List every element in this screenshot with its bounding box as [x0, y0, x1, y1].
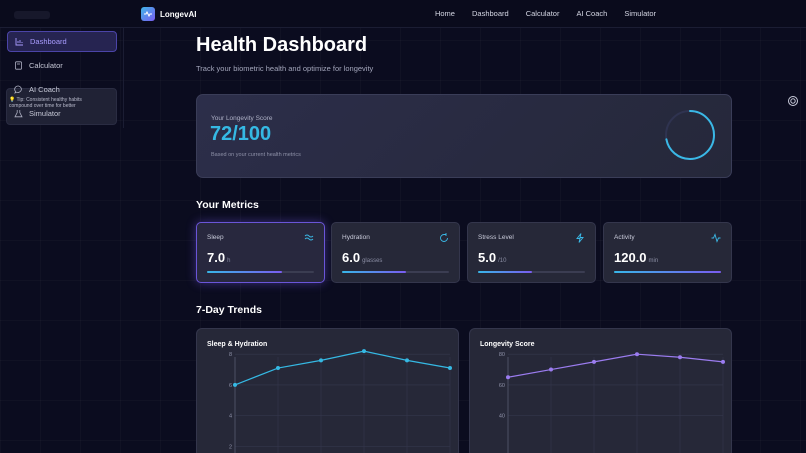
chart-card-sleep-hydration: Sleep & Hydration 8 6 4 2: [196, 328, 459, 453]
nav-link-home[interactable]: Home: [434, 9, 455, 18]
longevity-score-chart: 80 60 40: [499, 352, 725, 453]
metric-card-hydration[interactable]: Hydration 6.0 glasses: [331, 222, 460, 283]
chat-bubble-icon: [14, 85, 23, 94]
score-progress-arc: [665, 110, 715, 160]
data-point: [362, 349, 366, 354]
metric-progress-track: [207, 271, 314, 273]
metric-value-row: 7.0 h: [207, 250, 230, 265]
data-point: [405, 358, 409, 363]
metric-progress-fill: [614, 271, 721, 273]
brand-name: LongevAI: [160, 9, 197, 19]
sidebar-item-label: Simulator: [29, 109, 61, 118]
metric-label: Sleep: [207, 234, 224, 241]
page-title: Health Dashboard: [196, 34, 368, 56]
data-point: [635, 352, 639, 357]
metric-card-stress[interactable]: Stress Level 5.0/10: [467, 222, 596, 283]
sidebar-tip: 💡 Tip: Consistent healthy habits compoun…: [9, 97, 82, 110]
y-tick-label: 8: [229, 352, 232, 358]
score-label: Your Longevity Score: [211, 115, 273, 122]
brand-logo-icon: [141, 7, 155, 21]
score-note: Based on your current health metrics: [211, 152, 301, 158]
data-point: [276, 366, 280, 371]
sleep-waves-icon: [304, 234, 314, 241]
data-point: [506, 375, 510, 380]
series-line: [507, 353, 724, 378]
nav-link-calculator[interactable]: Calculator: [525, 9, 560, 18]
sidebar-item-simulator[interactable]: Simulator: [7, 103, 117, 124]
metric-value: 120.0: [614, 250, 647, 265]
metric-label: Hydration: [342, 234, 370, 241]
sidebar-item-label: Dashboard: [30, 37, 67, 46]
metric-card-sleep[interactable]: Sleep 7.0 h: [196, 222, 325, 283]
metric-value-row: 120.0 min: [614, 250, 658, 265]
chart-title: Sleep & Hydration: [207, 341, 268, 348]
page-subtitle: Track your biometric health and optimize…: [196, 64, 374, 73]
activity-pulse-icon: [711, 233, 721, 243]
lightning-icon: [576, 233, 584, 243]
metric-value: 6.0: [342, 250, 361, 265]
metric-progress-track: [614, 271, 721, 273]
metric-unit: h: [227, 258, 231, 264]
data-point: [233, 382, 237, 387]
metric-value: 5.0: [478, 250, 497, 265]
tip-box: [6, 88, 117, 125]
data-point: [678, 355, 682, 360]
nav-links: Home Dashboard Calculator AI Coach Simul…: [435, 9, 656, 18]
bar-chart-icon: [15, 37, 24, 46]
longevity-score-card: Your Longevity Score 72/100 Based on you…: [196, 94, 732, 178]
metric-progress-track: [478, 271, 585, 273]
metric-label: Activity: [614, 234, 635, 241]
data-point: [549, 367, 553, 372]
metric-progress-track: [342, 271, 449, 273]
nav-link-dashboard[interactable]: Dashboard: [471, 9, 509, 18]
metric-progress-fill: [342, 271, 407, 273]
data-point: [592, 359, 596, 364]
trends-section-title: 7-Day Trends: [196, 304, 262, 316]
metrics-section-title: Your Metrics: [196, 199, 259, 211]
brand[interactable]: LongevAI: [141, 7, 196, 21]
metric-progress-fill: [478, 271, 532, 273]
metric-value-row: 5.0/10: [478, 250, 506, 265]
chart-card-longevity-score: Longevity Score 80 60 40: [469, 328, 732, 453]
calculator-icon: [14, 61, 23, 70]
data-point: [448, 366, 452, 371]
nav-link-simulator[interactable]: Simulator: [624, 9, 656, 18]
metric-unit: glasses: [362, 258, 383, 264]
score-progress-ring: [665, 110, 715, 160]
y-tick-label: 4: [229, 414, 232, 420]
series-line: [234, 350, 451, 386]
y-tick-label: 6: [229, 383, 232, 389]
metric-value-row: 6.0 glasses: [342, 250, 382, 265]
data-point: [319, 358, 323, 363]
sidebar: [0, 28, 124, 128]
metric-card-activity[interactable]: Activity 120.0 min: [603, 222, 732, 283]
sidebar-item-label: AI Coach: [29, 85, 60, 94]
metric-unit: min: [648, 258, 659, 264]
y-tick-label: 40: [499, 414, 505, 420]
flask-icon: [14, 109, 23, 118]
faded-logo: [14, 11, 50, 19]
sleep-hydration-chart: 8 6 4 2: [229, 349, 452, 453]
sidebar-item-label: Calculator: [29, 61, 63, 70]
top-navbar: LongevAI Home Dashboard Calculator AI Co…: [0, 0, 806, 28]
data-point: [721, 359, 725, 364]
metric-label: Stress Level: [478, 234, 514, 241]
metric-unit: /10: [498, 258, 507, 264]
sidebar-item-dashboard[interactable]: Dashboard: [7, 31, 117, 52]
sidebar-item-calculator[interactable]: Calculator: [7, 55, 117, 76]
metric-progress-fill: [207, 271, 282, 273]
sidebar-item-ai-coach[interactable]: AI Coach: [7, 79, 117, 100]
y-tick-label: 2: [229, 444, 232, 450]
y-tick-label: 80: [499, 352, 505, 358]
nav-link-ai-coach[interactable]: AI Coach: [576, 9, 608, 18]
metric-value: 7.0: [207, 250, 226, 265]
score-value: 72/100: [210, 123, 272, 145]
chart-title: Longevity Score: [480, 341, 535, 348]
refresh-icon: [440, 233, 448, 242]
y-tick-label: 60: [499, 383, 505, 389]
assistant-spiral-icon[interactable]: [787, 95, 799, 107]
